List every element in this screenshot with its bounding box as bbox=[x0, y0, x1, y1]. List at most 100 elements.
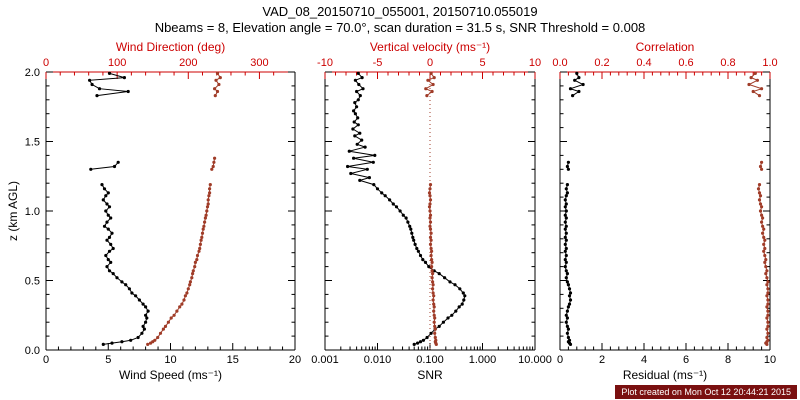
data-point-wind_speed bbox=[101, 198, 105, 202]
data-point-wind_direction bbox=[213, 87, 217, 91]
tick-label: 5 bbox=[479, 57, 485, 69]
data-point-vertical_velocity bbox=[428, 209, 432, 213]
data-point-residual bbox=[565, 316, 570, 320]
data-point-vertical_velocity bbox=[431, 272, 435, 276]
data-point-wind_speed bbox=[142, 327, 146, 331]
data-point-vertical_velocity bbox=[430, 260, 434, 264]
data-point-vertical_velocity bbox=[429, 253, 433, 258]
tick-label: 1.000 bbox=[469, 354, 497, 366]
data-point-wind_direction bbox=[205, 205, 210, 209]
data-point-correlation bbox=[762, 235, 766, 239]
data-point-correlation bbox=[760, 213, 764, 217]
tick-label: 0.8 bbox=[720, 57, 735, 69]
data-point-vertical_velocity bbox=[427, 191, 432, 195]
data-point-wind_direction bbox=[213, 94, 217, 98]
data-point-wind_speed bbox=[120, 340, 124, 344]
data-point-wind_speed bbox=[129, 338, 133, 342]
data-point-wind_direction bbox=[153, 338, 157, 342]
data-point-wind_speed bbox=[146, 309, 150, 313]
data-point-correlation bbox=[749, 76, 753, 80]
data-point-snr bbox=[356, 123, 360, 127]
data-point-vertical_velocity bbox=[432, 305, 436, 309]
data-point-wind_speed bbox=[144, 305, 148, 309]
data-point-wind_speed bbox=[105, 238, 109, 242]
tick-label: 0.0 bbox=[552, 57, 567, 69]
data-point-snr bbox=[437, 324, 441, 328]
data-point-residual bbox=[563, 198, 567, 202]
data-point-wind_direction bbox=[217, 82, 221, 87]
data-point-vertical_velocity bbox=[426, 78, 430, 82]
data-point-snr bbox=[372, 183, 376, 187]
data-point-correlation bbox=[761, 216, 765, 220]
data-point-snr bbox=[425, 335, 429, 340]
data-point-residual bbox=[564, 224, 568, 228]
series-line-correlation bbox=[747, 73, 769, 345]
data-point-wind_speed bbox=[106, 227, 110, 231]
data-point-wind_direction bbox=[201, 227, 205, 231]
tick-label: 0 bbox=[43, 354, 49, 366]
data-point-vertical_velocity bbox=[432, 294, 436, 298]
data-point-wind_speed bbox=[130, 291, 134, 295]
tick-label: 2.0 bbox=[25, 67, 40, 79]
data-point-residual bbox=[573, 78, 577, 82]
data-point-vertical_velocity bbox=[431, 283, 435, 287]
tick-label: 1.0 bbox=[25, 206, 40, 218]
data-point-snr bbox=[418, 253, 423, 258]
data-point-wind_direction bbox=[146, 342, 150, 346]
data-point-correlation bbox=[766, 324, 770, 328]
tick-label: 10.000 bbox=[518, 354, 552, 366]
data-point-wind_direction bbox=[195, 253, 200, 258]
data-point-correlation bbox=[765, 305, 769, 309]
data-point-wind_direction bbox=[208, 183, 212, 187]
data-point-correlation bbox=[765, 294, 769, 298]
data-point-residual bbox=[564, 260, 568, 264]
data-point-wind_speed bbox=[112, 164, 117, 169]
data-point-vertical_velocity bbox=[433, 324, 437, 328]
data-point-residual bbox=[564, 194, 568, 198]
data-point-wind_speed bbox=[107, 235, 112, 239]
data-point-snr bbox=[353, 101, 357, 105]
data-point-wind_direction bbox=[186, 287, 190, 291]
data-point-correlation bbox=[765, 283, 769, 287]
data-point-correlation bbox=[764, 272, 768, 276]
series-line-wind_direction bbox=[147, 73, 222, 345]
data-point-residual bbox=[567, 302, 572, 306]
data-point-wind_direction bbox=[172, 313, 176, 317]
data-point-snr bbox=[347, 149, 351, 153]
data-point-wind_direction bbox=[208, 187, 212, 191]
data-point-snr bbox=[355, 89, 359, 94]
series-line-wind_speed bbox=[88, 72, 149, 345]
data-point-wind_direction bbox=[182, 298, 186, 302]
data-point-wind_speed bbox=[95, 94, 99, 98]
tick-label: 2 bbox=[599, 354, 605, 366]
data-point-vertical_velocity bbox=[430, 269, 434, 273]
data-point-wind_direction bbox=[202, 224, 206, 228]
data-point-snr bbox=[410, 231, 414, 235]
data-point-residual bbox=[565, 164, 570, 169]
data-point-snr bbox=[349, 171, 353, 176]
data-point-snr bbox=[412, 238, 416, 242]
data-point-wind_direction bbox=[191, 272, 195, 276]
snr-axis-label: SNR bbox=[417, 368, 443, 382]
data-point-wind_direction bbox=[215, 71, 220, 75]
data-point-vertical_velocity bbox=[424, 87, 428, 91]
tick-label: 1.0 bbox=[762, 57, 777, 69]
data-point-snr bbox=[375, 187, 380, 191]
tick-label: 10 bbox=[529, 57, 541, 69]
data-point-snr bbox=[441, 320, 445, 324]
data-point-snr bbox=[409, 227, 413, 231]
data-point-snr bbox=[416, 249, 420, 253]
data-point-wind_speed bbox=[124, 283, 128, 287]
data-point-correlation bbox=[766, 287, 770, 291]
data-point-residual bbox=[564, 320, 568, 324]
data-point-residual bbox=[564, 238, 568, 242]
data-point-vertical_velocity bbox=[428, 235, 433, 239]
data-point-vertical_velocity bbox=[428, 213, 433, 217]
data-point-residual bbox=[565, 324, 570, 328]
data-point-vertical_velocity bbox=[431, 280, 435, 284]
data-point-wind_direction bbox=[214, 78, 218, 82]
data-point-snr bbox=[450, 313, 454, 317]
data-point-wind_direction bbox=[193, 265, 197, 269]
data-point-correlation bbox=[762, 249, 766, 253]
data-point-wind_speed bbox=[104, 253, 108, 258]
